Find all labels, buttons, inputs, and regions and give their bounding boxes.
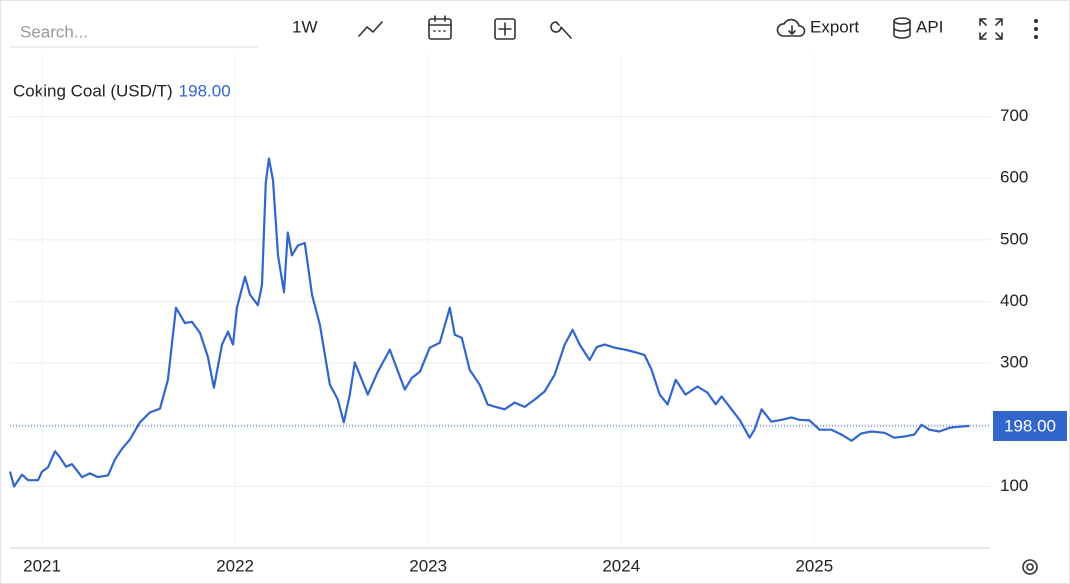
fullscreen-button[interactable] xyxy=(979,18,1003,40)
x-tick-label: 2022 xyxy=(216,556,254,575)
export-label: Export xyxy=(810,17,859,36)
last-price-label: 198.00 xyxy=(1004,416,1056,435)
y-tick-label: 500 xyxy=(1000,229,1028,248)
chart-title: Coking Coal (USD/T) xyxy=(13,81,173,100)
x-tick-label: 2024 xyxy=(602,556,640,575)
search-placeholder: Search... xyxy=(20,22,88,41)
tools-button[interactable] xyxy=(550,21,572,39)
last-price-badge xyxy=(993,410,1067,441)
api-button[interactable]: API xyxy=(893,17,943,39)
settings-button[interactable] xyxy=(1022,559,1038,575)
price-line xyxy=(8,157,970,488)
title-last-price: 198.00 xyxy=(179,81,231,100)
calendar-button[interactable] xyxy=(428,15,452,40)
y-tick-label: 600 xyxy=(1000,168,1028,187)
y-tick-label: 300 xyxy=(1000,353,1028,372)
x-tick-label: 2023 xyxy=(409,556,447,575)
compare-button[interactable] xyxy=(494,18,516,40)
y-tick-label: 700 xyxy=(1000,106,1028,125)
y-tick-label: 100 xyxy=(1000,476,1028,495)
api-label: API xyxy=(916,17,943,36)
y-tick-label: 400 xyxy=(1000,291,1028,310)
menu-button[interactable] xyxy=(1034,19,1038,39)
export-button[interactable]: Export xyxy=(776,17,859,37)
line-type-button[interactable] xyxy=(358,21,383,37)
interval-button[interactable]: 1W xyxy=(292,17,318,36)
x-tick-label: 2021 xyxy=(23,556,61,575)
x-tick-label: 2025 xyxy=(795,556,833,575)
search-box[interactable]: Search... xyxy=(10,22,258,48)
